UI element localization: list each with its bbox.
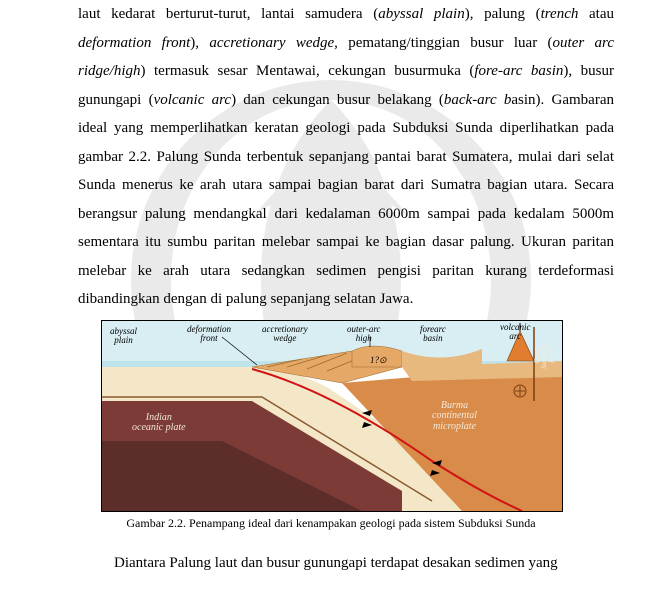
figure-caption: Gambar 2.2. Penampang ideal dari kenampa… <box>101 516 561 531</box>
label-abyssal: abyssalplain <box>110 327 137 346</box>
paragraph-1: laut kedarat berturut-turut, lantai samu… <box>0 0 662 314</box>
label-accretionary: accretionarywedge <box>262 325 308 344</box>
figure-2-2: 1?⊙ abyssalplain deformationfront accret… <box>101 320 561 531</box>
label-forearc: forearcbasin <box>420 325 446 344</box>
paragraph-2: Diantara Palung laut dan busur gunungapi… <box>0 531 662 578</box>
label-burma: Burmacontinentalmicroplate <box>432 401 477 433</box>
label-volcanic: volcanicarc <box>500 323 531 342</box>
label-outer: outer-archigh <box>347 325 380 344</box>
figure-diagram: 1?⊙ abyssalplain deformationfront accret… <box>101 320 563 512</box>
label-gsf: GreatSumatranFault <box>534 341 556 368</box>
label-deformation: deformationfront <box>187 325 231 344</box>
label-indian: Indianoceanic plate <box>132 413 186 434</box>
svg-text:1?⊙: 1?⊙ <box>370 355 387 365</box>
